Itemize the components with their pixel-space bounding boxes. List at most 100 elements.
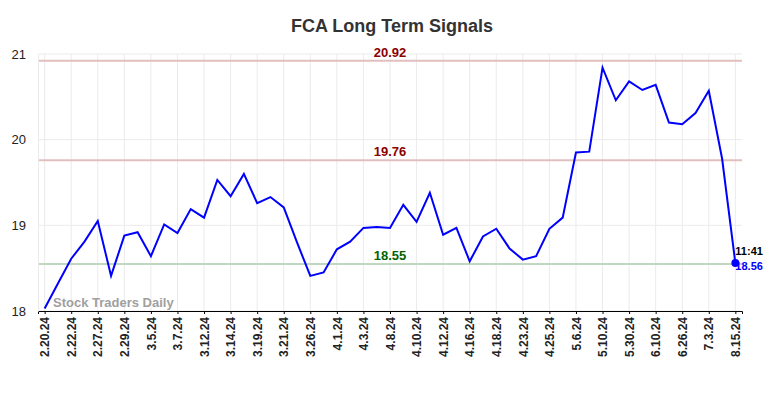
x-tick-label: 6.26.24 bbox=[676, 317, 690, 357]
y-tick: 18 bbox=[12, 304, 38, 319]
x-tick-label: 2.20.24 bbox=[38, 317, 52, 357]
grid-line-x bbox=[44, 54, 45, 311]
grid-line-x bbox=[416, 54, 417, 311]
x-tick: 3.19.24 bbox=[251, 311, 265, 357]
reference-label: 18.55 bbox=[374, 248, 407, 263]
x-tick: 4.23.24 bbox=[517, 311, 531, 357]
x-axis-line bbox=[39, 312, 743, 315]
grid-line-x bbox=[575, 54, 576, 311]
chart: FCA Long Term Signals20.9219.7618.5511:4… bbox=[0, 0, 784, 398]
x-tick-label: 5.6.24 bbox=[570, 317, 584, 351]
x-tick-label: 4.12.24 bbox=[437, 317, 451, 357]
x-tick: 5.30.24 bbox=[623, 311, 637, 357]
x-tick: 6.26.24 bbox=[676, 311, 690, 357]
x-tick-label: 4.25.24 bbox=[543, 317, 557, 357]
x-tick: 4.3.24 bbox=[357, 311, 371, 350]
x-tick: 4.10.24 bbox=[410, 311, 424, 357]
x-tick-label: 5.10.24 bbox=[596, 317, 610, 357]
x-tick: 5.6.24 bbox=[570, 311, 584, 350]
grid-line-x bbox=[390, 54, 391, 311]
x-tick-mark bbox=[417, 311, 418, 314]
x-tick-label: 3.14.24 bbox=[224, 317, 238, 357]
grid-line-x bbox=[629, 54, 630, 311]
x-tick-label: 8.15.24 bbox=[729, 317, 743, 357]
x-tick-mark bbox=[470, 311, 471, 314]
grid-line-x bbox=[443, 54, 444, 311]
x-tick: 3.21.24 bbox=[277, 311, 291, 357]
x-tick: 2.20.24 bbox=[38, 311, 52, 357]
grid-line-x bbox=[522, 54, 523, 311]
x-tick-mark bbox=[496, 311, 497, 314]
watermark: Stock Traders Daily bbox=[53, 295, 174, 310]
x-tick-mark bbox=[363, 311, 364, 314]
grid-line-x bbox=[682, 54, 683, 311]
x-tick-mark bbox=[709, 311, 710, 314]
x-tick-label: 4.23.24 bbox=[517, 317, 531, 357]
x-tick: 3.5.24 bbox=[145, 311, 159, 350]
grid-line-x bbox=[496, 54, 497, 311]
x-tick-label: 4.18.24 bbox=[490, 317, 504, 357]
x-tick-mark bbox=[576, 311, 577, 314]
x-tick: 7.3.24 bbox=[702, 311, 716, 350]
x-tick-label: 2.27.24 bbox=[91, 317, 105, 357]
x-tick: 4.18.24 bbox=[490, 311, 504, 357]
y-tick-label: 21 bbox=[12, 47, 26, 62]
grid-line-y bbox=[38, 139, 742, 140]
x-tick-mark bbox=[656, 311, 657, 314]
grid-line-x bbox=[204, 54, 205, 311]
x-tick: 4.25.24 bbox=[543, 311, 557, 357]
x-tick-label: 3.26.24 bbox=[304, 317, 318, 357]
grid-line-x bbox=[257, 54, 258, 311]
x-tick: 3.7.24 bbox=[171, 311, 185, 350]
x-tick-mark bbox=[124, 311, 125, 314]
grid-line-x bbox=[655, 54, 656, 311]
y-tick: 21 bbox=[12, 47, 38, 62]
x-tick-mark bbox=[71, 311, 72, 314]
grid-line-x bbox=[124, 54, 125, 311]
x-tick-mark bbox=[177, 311, 178, 314]
title: FCA Long Term Signals bbox=[291, 16, 493, 36]
x-tick-mark bbox=[682, 311, 683, 314]
x-tick-label: 4.8.24 bbox=[384, 317, 398, 351]
grid-line-x bbox=[469, 54, 470, 311]
reference-line bbox=[38, 263, 742, 265]
x-tick-label: 4.10.24 bbox=[410, 317, 424, 357]
x-tick-label: 3.21.24 bbox=[277, 317, 291, 357]
x-tick: 3.12.24 bbox=[198, 311, 212, 357]
x-tick: 8.15.24 bbox=[729, 311, 743, 357]
x-tick-mark bbox=[98, 311, 99, 314]
grid-line-x bbox=[97, 54, 98, 311]
x-tick: 5.10.24 bbox=[596, 311, 610, 357]
x-tick-mark bbox=[523, 311, 524, 314]
last-time-label: 11:41 bbox=[735, 245, 763, 257]
x-tick-label: 2.22.24 bbox=[65, 317, 79, 357]
x-tick: 3.26.24 bbox=[304, 311, 318, 357]
x-tick-mark bbox=[337, 311, 338, 314]
reference-line bbox=[38, 60, 742, 62]
y-tick-label: 19 bbox=[12, 218, 26, 233]
x-tick: 4.1.24 bbox=[331, 311, 345, 350]
reference-line bbox=[38, 159, 742, 161]
x-tick-mark bbox=[549, 311, 550, 314]
x-tick: 6.10.24 bbox=[649, 311, 663, 357]
x-tick: 4.16.24 bbox=[463, 311, 477, 357]
x-tick-mark bbox=[257, 311, 258, 314]
x-tick-label: 4.16.24 bbox=[463, 317, 477, 357]
grid-line-x bbox=[336, 54, 337, 311]
x-tick: 2.29.24 bbox=[118, 311, 132, 357]
x-tick-label: 4.3.24 bbox=[357, 317, 371, 351]
last-value-label: 18.56 bbox=[735, 260, 763, 272]
grid-line-x bbox=[177, 54, 178, 311]
x-tick: 2.27.24 bbox=[91, 311, 105, 357]
x-tick: 4.8.24 bbox=[384, 311, 398, 350]
x-axis: 2.20.24 2.22.24 2.27.24 2.29.24 3.5.24 3.7.24… bbox=[38, 311, 743, 357]
x-tick-mark bbox=[443, 311, 444, 314]
y-axis-line bbox=[38, 55, 39, 312]
x-tick-mark bbox=[284, 311, 285, 314]
x-tick-label: 3.5.24 bbox=[145, 317, 159, 351]
y-tick-label: 20 bbox=[12, 132, 26, 147]
x-tick-mark bbox=[45, 311, 46, 314]
grid-line-x bbox=[71, 54, 72, 311]
x-tick-mark bbox=[231, 311, 232, 314]
grid-line-x bbox=[230, 54, 231, 311]
